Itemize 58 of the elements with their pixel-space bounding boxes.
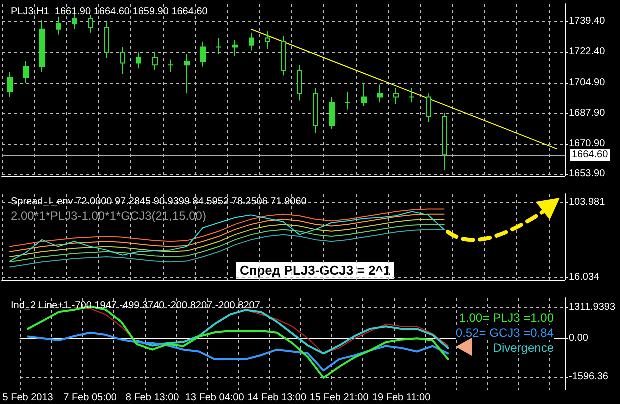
candlestick xyxy=(345,91,351,110)
x-tick-label: 14 Feb 13:00 xyxy=(248,392,307,404)
candlestick xyxy=(152,52,158,71)
candlestick xyxy=(216,38,222,55)
candlestick xyxy=(313,88,318,134)
candlestick xyxy=(377,84,383,104)
x-tick-label: 15 Feb 21:00 xyxy=(310,392,370,404)
candlestick xyxy=(265,30,270,50)
candlestick xyxy=(56,16,61,36)
line-series xyxy=(10,208,445,248)
y-tick-label: 1653.90 xyxy=(569,168,606,180)
candlestick xyxy=(200,41,206,68)
candlestick xyxy=(168,59,174,73)
x-tick-label: 13 Feb 04:00 xyxy=(185,392,245,404)
line-series xyxy=(10,211,445,262)
x-tick-label: 8 Feb 13:00 xyxy=(126,392,180,404)
candlestick xyxy=(120,46,125,75)
y-tick-label: 1704.90 xyxy=(569,78,606,89)
ref-line-label: 1664.60 xyxy=(572,150,609,161)
candlestick xyxy=(249,32,254,52)
candlestick xyxy=(393,88,399,105)
y-tick-label: 0.00 xyxy=(569,333,589,344)
candlestick xyxy=(442,112,447,171)
y-tick-label: -1596.36 xyxy=(569,371,609,382)
y-tick-label: 16.034 xyxy=(569,272,600,283)
candlestick xyxy=(409,88,415,104)
line-series xyxy=(27,332,450,372)
candlestick xyxy=(7,72,13,98)
candlestick xyxy=(297,64,302,102)
annotation: Спред PLJ3-GCJ3 = 2^1 xyxy=(240,263,391,278)
candlestick xyxy=(136,52,141,70)
x-tick-label: 5 Feb 2013 xyxy=(2,392,54,404)
text: 2.00*1*PLJ3-1.00*1*GCJ3(21,15.00) xyxy=(11,209,206,223)
candlestick xyxy=(88,14,93,34)
candlestick xyxy=(426,93,431,123)
line-series xyxy=(74,307,138,343)
candlestick xyxy=(232,40,238,57)
x-tick-label: 7 Feb 05:00 xyxy=(64,392,118,404)
text: 1.00= PLJ3 =1.00 xyxy=(459,311,554,325)
candlestick xyxy=(184,54,190,94)
line-series xyxy=(10,224,445,263)
candlestick xyxy=(281,36,286,76)
y-tick-label: 103.981 xyxy=(569,196,606,208)
candlestick xyxy=(329,96,335,130)
y-tick-label: 1739.40 xyxy=(569,16,606,28)
candlestick xyxy=(39,20,45,73)
x-tick-label: 19 Feb 11:00 xyxy=(372,392,432,404)
series-label: 0.52= GCJ3 =0.84 xyxy=(456,326,554,340)
y-tick-label: 1670.90 xyxy=(569,138,606,150)
y-tick-label: 1687.90 xyxy=(569,108,606,119)
y-tick-label: 1311.9393 xyxy=(569,302,616,313)
y-tick-label: 1722.40 xyxy=(569,46,606,58)
candlestick xyxy=(23,61,29,84)
candlestick xyxy=(104,22,109,58)
candlestick xyxy=(361,82,367,107)
chart-title: Spread_I_env 72.0000 97.2845 90.9399 84.5952 78.2506 71.9060 xyxy=(11,196,308,208)
line-series xyxy=(136,309,450,355)
text: Divergence xyxy=(493,341,554,355)
